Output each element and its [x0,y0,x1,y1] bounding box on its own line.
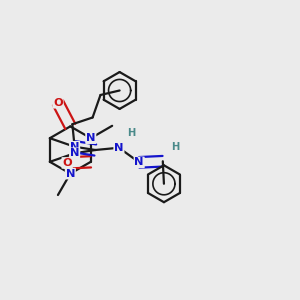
Text: N: N [134,158,144,167]
Text: N: N [66,169,75,178]
Text: H: H [171,142,179,152]
Text: O: O [53,98,63,108]
Text: N: N [86,133,95,143]
Text: N: N [114,143,124,153]
Text: H: H [127,128,135,138]
Text: O: O [62,158,72,168]
Text: N: N [70,142,80,152]
Text: N: N [70,148,80,158]
